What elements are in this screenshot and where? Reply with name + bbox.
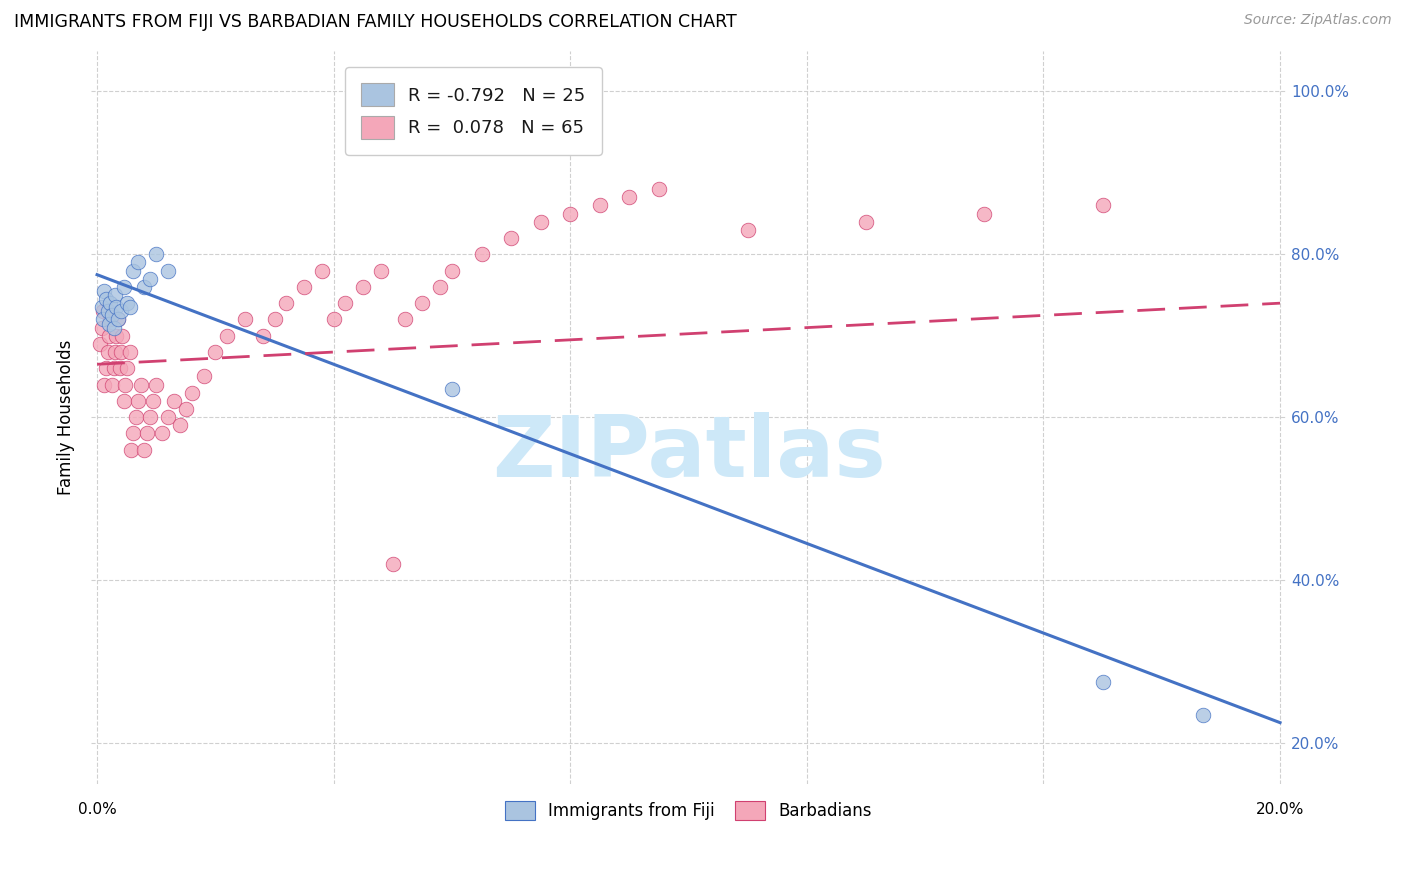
Point	[193, 369, 215, 384]
Point	[1091, 198, 1114, 212]
Point	[560, 206, 582, 220]
Point	[169, 418, 191, 433]
Point	[855, 215, 877, 229]
Point	[115, 296, 138, 310]
Point	[157, 410, 180, 425]
Point	[145, 377, 167, 392]
Text: IMMIGRANTS FROM FIJI VS BARBADIAN FAMILY HOUSEHOLDS CORRELATION CHART: IMMIGRANTS FROM FIJI VS BARBADIAN FAMILY…	[14, 13, 737, 31]
Point	[107, 312, 129, 326]
Point	[103, 361, 125, 376]
Text: 0.0%: 0.0%	[77, 802, 117, 817]
Legend: Immigrants from Fiji, Barbadians: Immigrants from Fiji, Barbadians	[499, 794, 879, 827]
Point	[104, 300, 127, 314]
Point	[97, 317, 120, 331]
Point	[90, 300, 112, 314]
Point	[91, 304, 114, 318]
Point	[112, 393, 135, 408]
Point	[501, 231, 523, 245]
Point	[104, 345, 127, 359]
Point	[411, 296, 433, 310]
Text: ZIPatlas: ZIPatlas	[492, 412, 886, 495]
Point	[103, 320, 125, 334]
Point	[134, 280, 156, 294]
Point	[101, 377, 124, 392]
Y-axis label: Family Households: Family Households	[58, 340, 75, 495]
Point	[394, 312, 416, 326]
Text: Source: ZipAtlas.com: Source: ZipAtlas.com	[1244, 13, 1392, 28]
Point	[111, 328, 134, 343]
Point	[204, 345, 226, 359]
Point	[118, 345, 141, 359]
Point	[150, 426, 173, 441]
Point	[530, 215, 553, 229]
Point	[429, 280, 451, 294]
Point	[115, 361, 138, 376]
Point	[292, 280, 315, 294]
Point	[108, 361, 131, 376]
Point	[648, 182, 671, 196]
Point	[619, 190, 641, 204]
Point	[89, 337, 111, 351]
Point	[131, 377, 153, 392]
Point	[440, 263, 463, 277]
Point	[127, 393, 149, 408]
Point	[352, 280, 374, 294]
Point	[104, 288, 127, 302]
Point	[311, 263, 333, 277]
Point	[93, 377, 115, 392]
Point	[127, 255, 149, 269]
Point	[440, 382, 463, 396]
Point	[139, 410, 162, 425]
Point	[120, 442, 142, 457]
Point	[97, 304, 120, 318]
Point	[276, 296, 298, 310]
Point	[110, 345, 132, 359]
Point	[139, 271, 162, 285]
Point	[121, 263, 143, 277]
Point	[91, 312, 114, 326]
Point	[180, 385, 202, 400]
Text: 20.0%: 20.0%	[1256, 802, 1305, 817]
Point	[145, 247, 167, 261]
Point	[134, 442, 156, 457]
Point	[174, 402, 197, 417]
Point	[163, 393, 186, 408]
Point	[97, 328, 120, 343]
Point	[381, 557, 404, 571]
Point	[112, 280, 135, 294]
Point	[98, 312, 121, 326]
Point	[470, 247, 492, 261]
Point	[252, 328, 274, 343]
Point	[94, 361, 117, 376]
Point	[104, 328, 127, 343]
Point	[322, 312, 344, 326]
Point	[370, 263, 392, 277]
Point	[118, 300, 141, 314]
Point	[107, 312, 129, 326]
Point	[737, 223, 759, 237]
Point	[98, 296, 121, 310]
Point	[973, 206, 995, 220]
Point	[335, 296, 357, 310]
Point	[97, 345, 120, 359]
Point	[114, 377, 136, 392]
Point	[1091, 674, 1114, 689]
Point	[263, 312, 285, 326]
Point	[233, 312, 256, 326]
Point	[90, 320, 112, 334]
Point	[1192, 707, 1215, 722]
Point	[142, 393, 165, 408]
Point	[157, 263, 180, 277]
Point	[136, 426, 159, 441]
Point	[124, 410, 146, 425]
Point	[93, 284, 115, 298]
Point	[101, 309, 124, 323]
Point	[110, 304, 132, 318]
Point	[217, 328, 239, 343]
Point	[589, 198, 612, 212]
Point	[121, 426, 143, 441]
Point	[94, 292, 117, 306]
